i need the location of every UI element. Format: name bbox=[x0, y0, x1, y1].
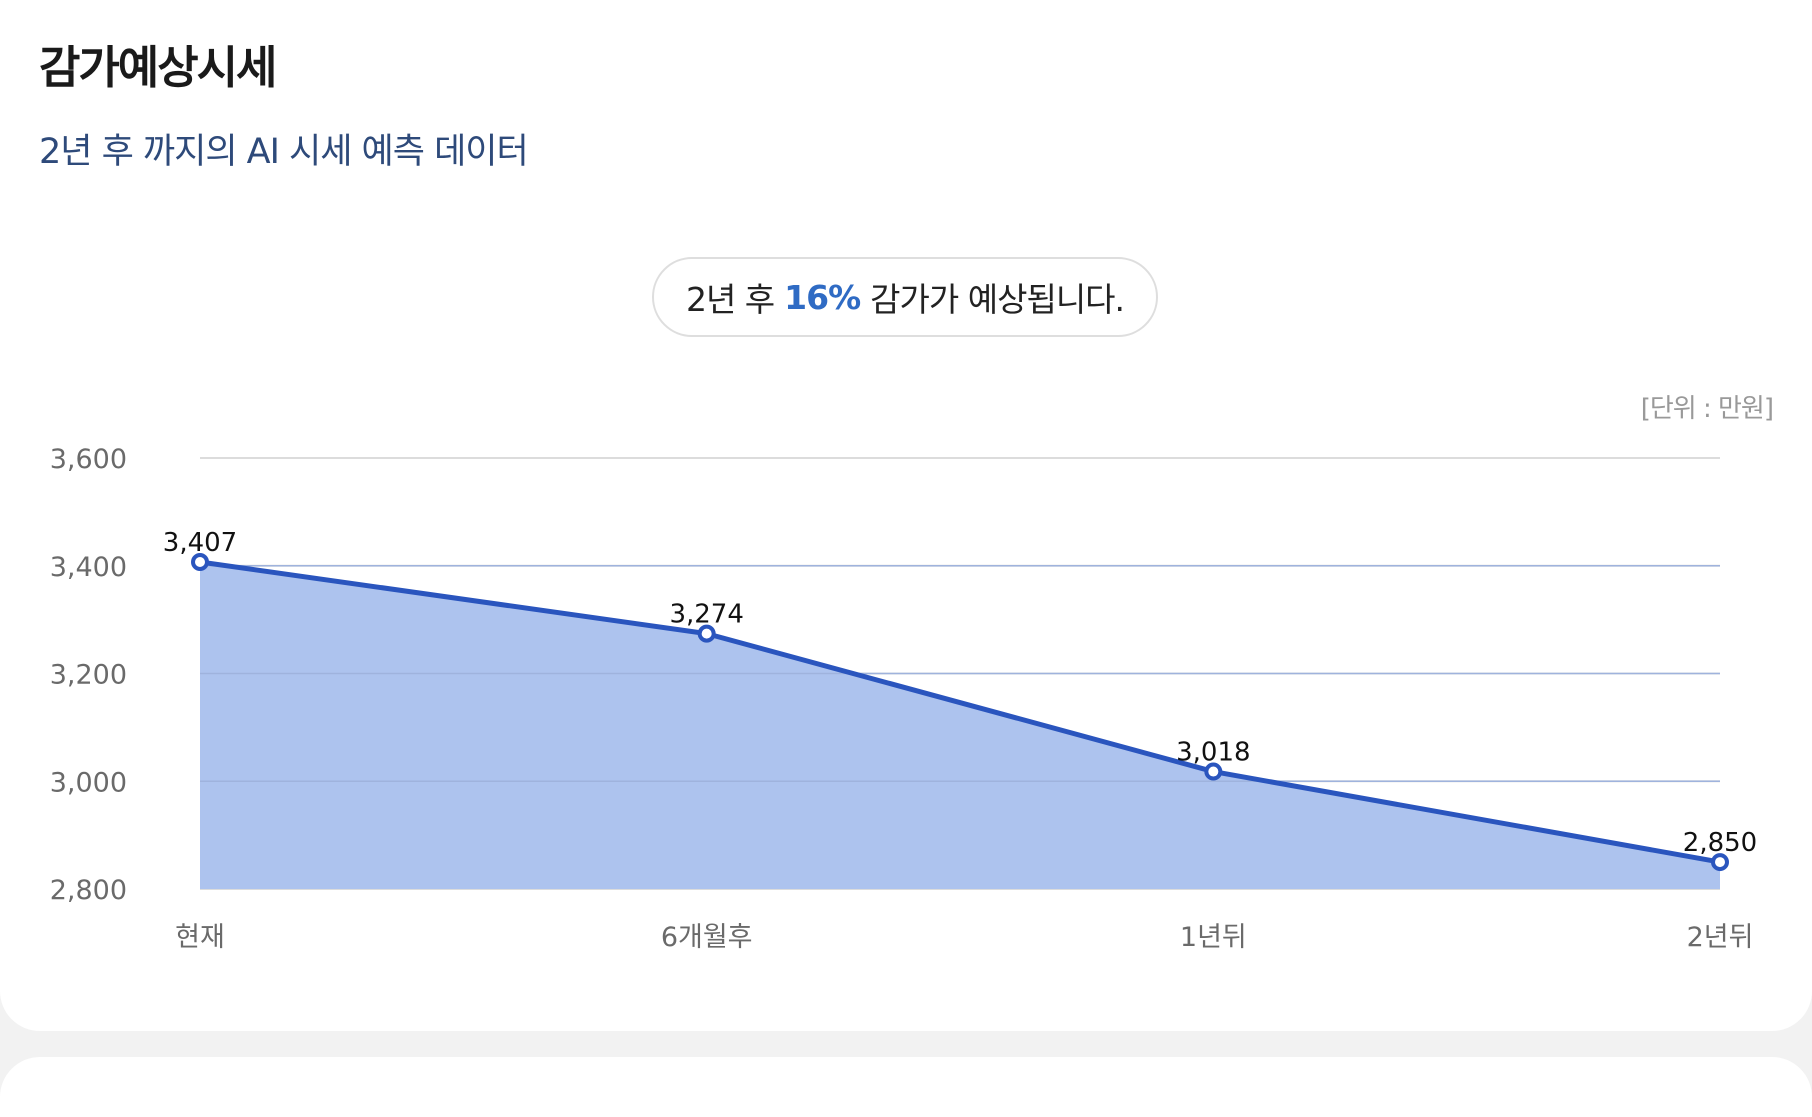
unit-label: [단위 : 만원] bbox=[1640, 394, 1774, 424]
depreciation-chart: 2,800 3,000 3,200 3,400 3,600 3,407 현재 3,274 6개월… bbox=[50, 444, 1758, 953]
data-label: 2,850 bbox=[1683, 828, 1757, 858]
data-label: 3,407 bbox=[163, 528, 237, 558]
x-tick-label: 6개월후 bbox=[661, 922, 753, 953]
depreciation-summary-badge: 2년 후 16% 감가가 예상됩니다. bbox=[652, 257, 1158, 337]
y-tick-label: 2,800 bbox=[50, 875, 127, 906]
summary-suffix: 감가가 예상됩니다. bbox=[870, 280, 1125, 319]
page-subtitle: 2년 후 까지의 AI 시세 예측 데이터 bbox=[39, 132, 529, 172]
y-tick-label: 3,600 bbox=[50, 444, 127, 475]
series-line bbox=[199, 559, 1721, 865]
page-title: 감가예상시세 bbox=[39, 41, 277, 94]
data-point bbox=[1204, 762, 1223, 781]
next-card-edge bbox=[0, 1057, 1812, 1117]
y-tick-label: 3,400 bbox=[50, 552, 127, 583]
data-point bbox=[191, 552, 209, 571]
data-point bbox=[697, 624, 716, 643]
price-forecast-card: 감가예상시세 2년 후 까지의 AI 시세 예측 데이터 2년 후 16% 감가… bbox=[0, 0, 1812, 1031]
data-label: 3,274 bbox=[669, 600, 743, 630]
summary-percent: 16% bbox=[784, 277, 861, 317]
data-point bbox=[1711, 853, 1729, 872]
summary-prefix: 2년 후 bbox=[685, 280, 775, 319]
y-tick-label: 3,200 bbox=[50, 660, 127, 691]
x-tick-label: 2년뒤 bbox=[1687, 922, 1754, 953]
x-tick-label: 1년뒤 bbox=[1180, 922, 1247, 953]
x-tick-label: 현재 bbox=[175, 922, 225, 953]
y-tick-label: 3,000 bbox=[50, 767, 127, 798]
data-label: 3,018 bbox=[1176, 738, 1250, 768]
series-area bbox=[200, 561, 1720, 889]
